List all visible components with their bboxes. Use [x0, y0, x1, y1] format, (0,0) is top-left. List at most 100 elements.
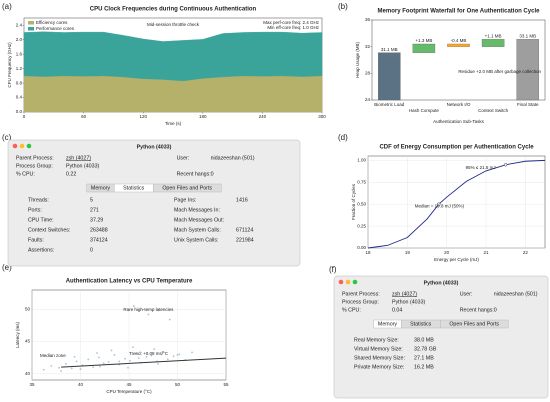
bar	[378, 52, 401, 101]
tab-label[interactable]: Memory	[378, 321, 397, 327]
memory-label: Virtual Memory Size:	[354, 346, 403, 352]
y-tick-label: 32	[365, 44, 371, 49]
chart: (d) CDF of Energy Consumption per Authent…	[338, 133, 546, 262]
window-title: Python (4033)	[137, 144, 172, 150]
panel-label: (e)	[2, 263, 12, 272]
info-label: Process Group:	[342, 299, 379, 305]
x-tick-label: Context Switch	[478, 108, 509, 113]
stat-label: Mach Messages In:	[174, 207, 220, 213]
point	[87, 358, 90, 361]
info-value: 0.22	[66, 171, 76, 177]
memory-value: 27.1 MB	[414, 355, 434, 361]
y-tick-label: 36	[365, 17, 371, 22]
tab-label[interactable]: Open Files and Ports	[449, 321, 499, 327]
info-value: nidazeeshan (501)	[211, 155, 255, 161]
point	[73, 355, 76, 358]
annotation: Median zone	[40, 353, 66, 358]
y-tick-label: 1.2	[16, 66, 23, 71]
info-value: nidazeeshan (501)	[494, 291, 538, 297]
tab[interactable]	[152, 183, 222, 193]
panel-label: (f)	[329, 265, 337, 274]
memory-value: 32.78 GB	[414, 346, 437, 352]
legend-swatch	[28, 27, 34, 31]
stat-label: Faults:	[28, 237, 44, 243]
chart: (a) CPU Clock Frequencies during Continuo…	[2, 2, 326, 126]
x-tick-label: 180	[199, 114, 207, 119]
info-label: Parent Process:	[16, 155, 54, 161]
panel-label: (a)	[2, 2, 12, 11]
annotation: Mid-session throttle check	[147, 22, 200, 27]
y-tick-label: 1.6	[16, 51, 23, 56]
tab-label[interactable]: Memory	[91, 185, 110, 191]
y-tick-label: 0.50	[357, 201, 366, 206]
stat-value: 221984	[236, 237, 254, 243]
point	[98, 356, 100, 359]
point	[172, 355, 175, 358]
point	[178, 353, 181, 356]
y-tick-label: 0.8	[16, 80, 23, 85]
info-label: Parent Process:	[342, 291, 380, 297]
point	[107, 361, 110, 363]
marker	[504, 163, 508, 167]
y-tick-label: 45	[25, 339, 31, 344]
plot-area	[371, 19, 546, 101]
trend-line	[61, 357, 227, 368]
point	[166, 358, 169, 361]
legend-label: Performance cores	[36, 26, 75, 31]
y-tick-label: 0.00	[357, 245, 366, 250]
y-tick-label: 24	[365, 97, 371, 102]
point	[92, 366, 95, 369]
point	[118, 360, 121, 363]
tab-label[interactable]: Statistics	[410, 321, 432, 327]
y-tick-label: 0.25	[357, 223, 366, 228]
tab-label[interactable]: Open Files and Ports	[162, 185, 212, 191]
panel-label: (d)	[338, 133, 348, 142]
point	[102, 362, 105, 365]
point	[150, 354, 153, 357]
annotation: 95% ≤ 21.5 mJ	[466, 165, 496, 170]
window-button	[338, 279, 344, 285]
stat-value: 671124	[236, 227, 253, 233]
info-value: Python (4033)	[392, 299, 426, 305]
x-tick-label: 21	[483, 250, 489, 255]
y-axis-title: CPU Frequency (GHz)	[7, 42, 12, 88]
x-tick-label: 55	[223, 382, 229, 387]
annotation: Median = 19.8 mJ (50%)	[415, 203, 465, 208]
bar	[447, 43, 470, 47]
value-label: +1.3 MB	[415, 38, 432, 43]
chart-title: CDF of Energy Consumption per Authentica…	[379, 145, 534, 151]
info-value: Python (4033)	[66, 163, 100, 169]
x-tick-label: 22	[523, 250, 529, 255]
chart: (e) Authentication Latency vs CPU Tempera…	[2, 263, 229, 394]
x-tick-label: Final State	[517, 102, 539, 107]
stat-label: Context Switches:	[28, 227, 70, 233]
point	[168, 318, 171, 321]
point	[70, 367, 73, 370]
info-label: Recent hangs:	[177, 171, 211, 177]
info-value: 0	[494, 307, 497, 313]
point	[50, 364, 53, 367]
app-window: (f) Python (4033) Parent Process: zsh (4027…	[329, 265, 549, 399]
info-label: % CPU:	[16, 171, 35, 177]
point	[124, 357, 127, 360]
x-tick-label: 45	[126, 382, 132, 387]
plot-area	[367, 155, 546, 249]
annotation: Max perf-core freq: 2.4 GHz	[263, 20, 320, 25]
stat-label: Page Ins:	[174, 197, 196, 203]
stat-value: 1416	[236, 197, 248, 203]
tab[interactable]	[440, 319, 509, 329]
stat-label: Threads:	[28, 197, 49, 203]
stat-value: 5	[90, 197, 93, 203]
info-label: User:	[460, 291, 473, 297]
x-tick-label: 240	[259, 114, 267, 119]
x-tick-label: 120	[139, 114, 147, 119]
stat-label: Assertions:	[28, 247, 54, 253]
point	[131, 346, 134, 349]
y-tick-label: 40	[25, 371, 31, 376]
tab-label[interactable]: Statistics	[123, 185, 145, 191]
x-axis-title: Authentication Sub-Tasks	[433, 119, 485, 124]
point	[129, 359, 131, 362]
y-axis-title: Fraction of Cycles	[351, 183, 356, 220]
point	[65, 363, 67, 365]
